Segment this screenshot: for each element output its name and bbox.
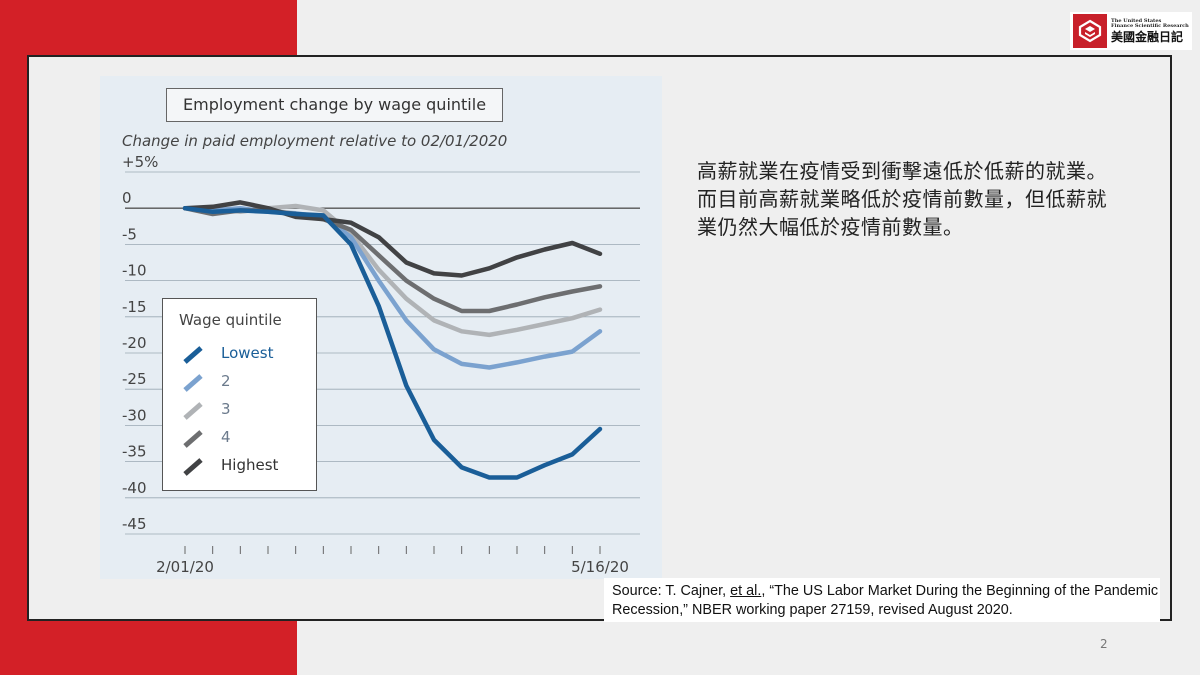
legend-item-highest: Highest [181,455,311,477]
series-line-4 [182,205,603,314]
y-tick-label: -45 [122,515,147,533]
legend-swatch [183,402,203,420]
legend-title: Wage quintile [179,311,282,329]
legend-item-4: 4 [181,427,311,449]
legend-item-3: 3 [181,399,311,421]
y-tick-label: 0 [122,189,132,207]
line-chart: +5% 0 -5 -10 -15 -20 -25 -30 -35 -40 -45 2/01/20 5/1… [122,153,640,576]
y-tick-label: -5 [122,225,137,243]
legend-label: 2 [221,372,231,390]
logo-en-line1: The United States [1111,18,1162,24]
legend-swatch [183,374,203,392]
logo-zh: 美國金融日記 [1111,30,1184,44]
y-tick-label: -25 [122,370,147,388]
y-tick-label: -15 [122,298,147,316]
source-prefix: Source: T. Cajner, [612,583,731,599]
legend-item-2: 2 [181,371,311,393]
y-tick-label: -20 [122,334,147,352]
legend-label: 4 [221,428,231,446]
logo-mark-icon [1073,14,1107,48]
description-text: 高薪就業在疫情受到衝擊遠低於低薪的就業。而目前高薪就業略低於疫情前數量，但低薪就… [697,159,1107,239]
chart-subtitle: Change in paid employment relative to 02… [122,132,508,150]
legend-label: Highest [221,456,279,474]
bottom-red-band [0,622,297,675]
chart-title: Employment change by wage quintile [166,88,504,122]
legend-swatch [183,458,203,476]
y-tick-label: -35 [122,443,147,461]
source-suffix: , “The US Labor Market During the Beginn… [612,583,1159,618]
x-tick-label: 2/01/20 [156,558,214,576]
legend-item-lowest: Lowest [181,343,311,365]
legend-label: Lowest [221,344,274,362]
chart-panel: +5% 0 -5 -10 -15 -20 -25 -30 -35 -40 -45 2/01/20 5/1… [100,76,662,579]
y-tick-label: -10 [122,262,147,280]
chart-legend: Wage quintile Lowest 2 3 4 Highest [162,298,317,491]
series-line-highest [182,200,603,278]
logo-en-line2: Finance Scientific Research [1111,23,1189,29]
legend-label: 3 [221,400,231,418]
x-tick-label: 5/16/20 [571,558,629,576]
legend-swatch [183,430,203,448]
brand-logo: The United States Finance Scientific Res… [1070,12,1192,50]
y-tick-label: -40 [122,479,147,497]
y-tick-label: +5% [122,153,158,171]
series-line-lowest [182,205,603,480]
legend-swatch [183,346,203,364]
source-citation: Source: T. Cajner, et al., “The US Labor… [604,578,1160,622]
source-etal-link[interactable]: et al. [730,583,762,599]
y-tick-label: -30 [122,406,147,424]
page-number: 2 [1100,637,1108,651]
